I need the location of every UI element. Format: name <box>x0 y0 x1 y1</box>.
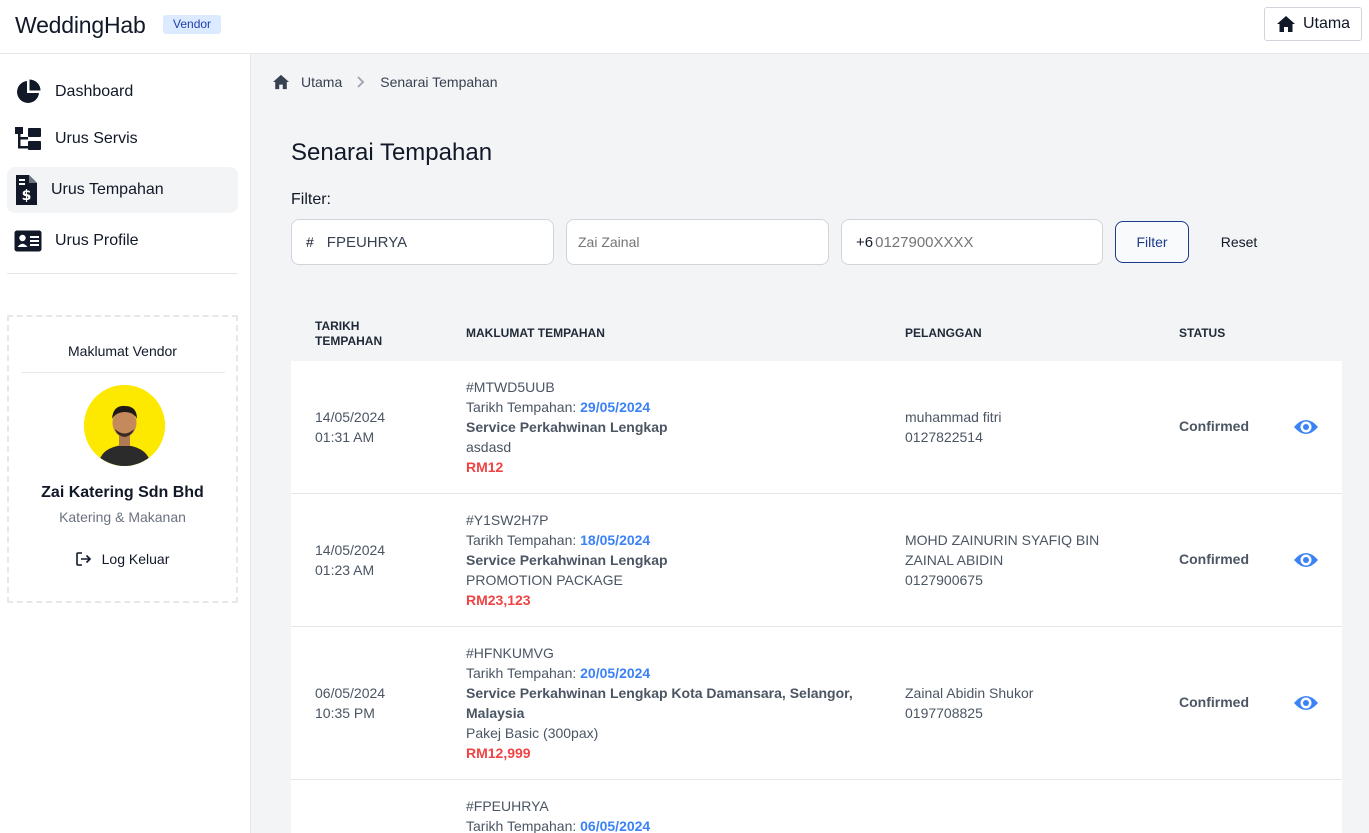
avatar <box>84 385 165 466</box>
booking-id-input[interactable] <box>326 233 553 251</box>
table-row[interactable]: 06/05/2024 10:35 PM #HFNKUMVG Tarikh Temp… <box>291 627 1342 780</box>
booking-date: Tarikh Tempahan: 29/05/2024 <box>466 399 651 415</box>
table-header: TARIKH TEMPAHAN MAKLUMAT TEMPAHAN PELANGG… <box>291 306 1342 361</box>
booking-date: Tarikh Tempahan: 20/05/2024 <box>466 665 651 681</box>
booking-code: #FPEUHRYA <box>466 798 549 814</box>
package-name: PROMOTION PACKAGE <box>466 572 623 588</box>
home-icon[interactable] <box>272 74 290 90</box>
breadcrumb: Utama Senarai Tempahan <box>272 74 498 90</box>
vendor-card-divider <box>22 372 225 373</box>
booking-code: #MTWD5UUB <box>466 379 555 395</box>
header-status: STATUS <box>1179 326 1226 340</box>
logout-icon <box>75 552 91 566</box>
view-eye-icon[interactable] <box>1293 690 1319 716</box>
vendor-card-title: Maklumat Vendor <box>68 343 177 359</box>
sidebar-divider <box>7 273 238 274</box>
filter-label: Filter: <box>291 191 331 208</box>
logout-label: Log Keluar <box>101 551 170 567</box>
vendor-badge: Vendor <box>163 15 222 34</box>
status-badge: Confirmed <box>1179 418 1249 434</box>
row-booking-info: #FPEUHRYA Tarikh Tempahan: 06/05/2024 <box>466 796 650 833</box>
sitemap-icon <box>13 124 43 154</box>
row-booking-info: #HFNKUMVG Tarikh Tempahan: 20/05/2024 Se… <box>466 643 853 763</box>
sidebar-item-label: Urus Servis <box>55 130 138 147</box>
customer-name-input[interactable] <box>578 234 828 250</box>
id-card-icon <box>13 226 43 256</box>
phone-field[interactable]: +6 <box>841 219 1103 265</box>
price: RM23,123 <box>466 592 531 608</box>
header-customer: PELANGGAN <box>905 326 982 340</box>
vendor-category: Katering & Makanan <box>59 509 186 525</box>
row-customer: MOHD ZAINURIN SYAFIQ BIN ZAINAL ABIDIN 012… <box>905 532 1100 588</box>
price: RM12 <box>466 459 504 475</box>
row-booking-info: #MTWD5UUB Tarikh Tempahan: 29/05/2024 Se… <box>466 377 668 477</box>
row-customer: muhammad fitri 0127822514 <box>905 409 1002 445</box>
row-datetime: 14/05/2024 01:31 AM <box>315 409 386 445</box>
row-customer: Zainal Abidin Shukor 0197708825 <box>905 685 1034 721</box>
status-badge: Confirmed <box>1179 551 1249 567</box>
sidebar-item-label: Dashboard <box>55 83 134 100</box>
booking-date: Tarikh Tempahan: 06/05/2024 <box>466 818 651 833</box>
breadcrumb-current: Senarai Tempahan <box>380 74 498 90</box>
vendor-info-card: Maklumat Vendor Zai Katering Sdn Bhd Kat… <box>7 315 238 603</box>
service-name: Service Perkahwinan Lengkap Kota Damansa… <box>466 685 853 701</box>
sidebar: Dashboard Urus Servis $ Urus Tempahan Ur… <box>0 54 251 833</box>
view-eye-icon[interactable] <box>1293 547 1319 573</box>
hash-prefix: # <box>306 234 314 250</box>
invoice-dollar-icon: $ <box>11 175 41 205</box>
home-icon <box>1276 16 1295 32</box>
filter-button[interactable]: Filter <box>1115 221 1189 263</box>
service-name-cont: Malaysia <box>466 705 525 721</box>
service-name: Service Perkahwinan Lengkap <box>466 419 668 435</box>
vendor-name: Zai Katering Sdn Bhd <box>41 484 204 501</box>
status-badge: Confirmed <box>1179 694 1249 710</box>
breadcrumb-home[interactable]: Utama <box>301 74 343 90</box>
header-info: MAKLUMAT TEMPAHAN <box>466 326 605 340</box>
row-datetime: 14/05/2024 01:23 AM <box>315 542 386 578</box>
phone-prefix: +6 <box>856 233 874 251</box>
package-name: asdasd <box>466 439 512 455</box>
table-row[interactable]: 14/05/2024 01:23 AM #Y1SW2H7P Tarikh Temp… <box>291 494 1342 627</box>
chevron-right-icon <box>356 75 366 89</box>
row-booking-info: #Y1SW2H7P Tarikh Tempahan: 18/05/2024 Se… <box>466 510 668 610</box>
phone-input[interactable] <box>875 233 1102 251</box>
page-title: Senarai Tempahan <box>291 139 493 166</box>
row-datetime: 06/05/2024 10:35 PM <box>315 685 386 721</box>
booking-date: Tarikh Tempahan: 18/05/2024 <box>466 532 651 548</box>
booking-id-field[interactable]: # <box>291 219 554 265</box>
sidebar-item-urus-tempahan[interactable]: $ Urus Tempahan <box>7 167 238 213</box>
home-button[interactable]: Utama <box>1264 7 1362 41</box>
home-button-label: Utama <box>1302 15 1351 32</box>
view-eye-icon[interactable] <box>1293 414 1319 440</box>
sidebar-item-dashboard[interactable]: Dashboard <box>7 69 238 115</box>
price: RM12,999 <box>466 745 531 761</box>
logout-button[interactable]: Log Keluar <box>9 551 236 567</box>
sidebar-item-urus-profile[interactable]: Urus Profile <box>7 218 238 264</box>
booking-code: #Y1SW2H7P <box>466 512 549 528</box>
table-row[interactable]: 14/05/2024 01:31 AM #MTWD5UUB Tarikh Temp… <box>291 361 1342 494</box>
service-name: Service Perkahwinan Lengkap <box>466 552 668 568</box>
sidebar-item-label: Urus Profile <box>55 232 139 249</box>
header-date: TARIKH TEMPAHAN <box>315 318 383 348</box>
booking-code: #HFNKUMVG <box>466 645 554 661</box>
top-bar: WeddingHab Vendor Utama <box>0 0 1369 54</box>
sidebar-item-urus-servis[interactable]: Urus Servis <box>7 116 238 162</box>
package-name: Pakej Basic (300pax) <box>466 725 599 741</box>
sidebar-item-label: Urus Tempahan <box>51 181 164 198</box>
table-row[interactable]: #FPEUHRYA Tarikh Tempahan: 06/05/2024 <box>291 780 1342 833</box>
bookings-table: TARIKH TEMPAHAN MAKLUMAT TEMPAHAN PELANGG… <box>291 306 1342 833</box>
pie-chart-icon <box>13 77 43 107</box>
svg-text:$: $ <box>22 188 32 204</box>
brand-logo[interactable]: WeddingHab <box>15 12 146 38</box>
reset-button[interactable]: Reset <box>1220 234 1258 250</box>
customer-name-field[interactable] <box>566 219 829 265</box>
